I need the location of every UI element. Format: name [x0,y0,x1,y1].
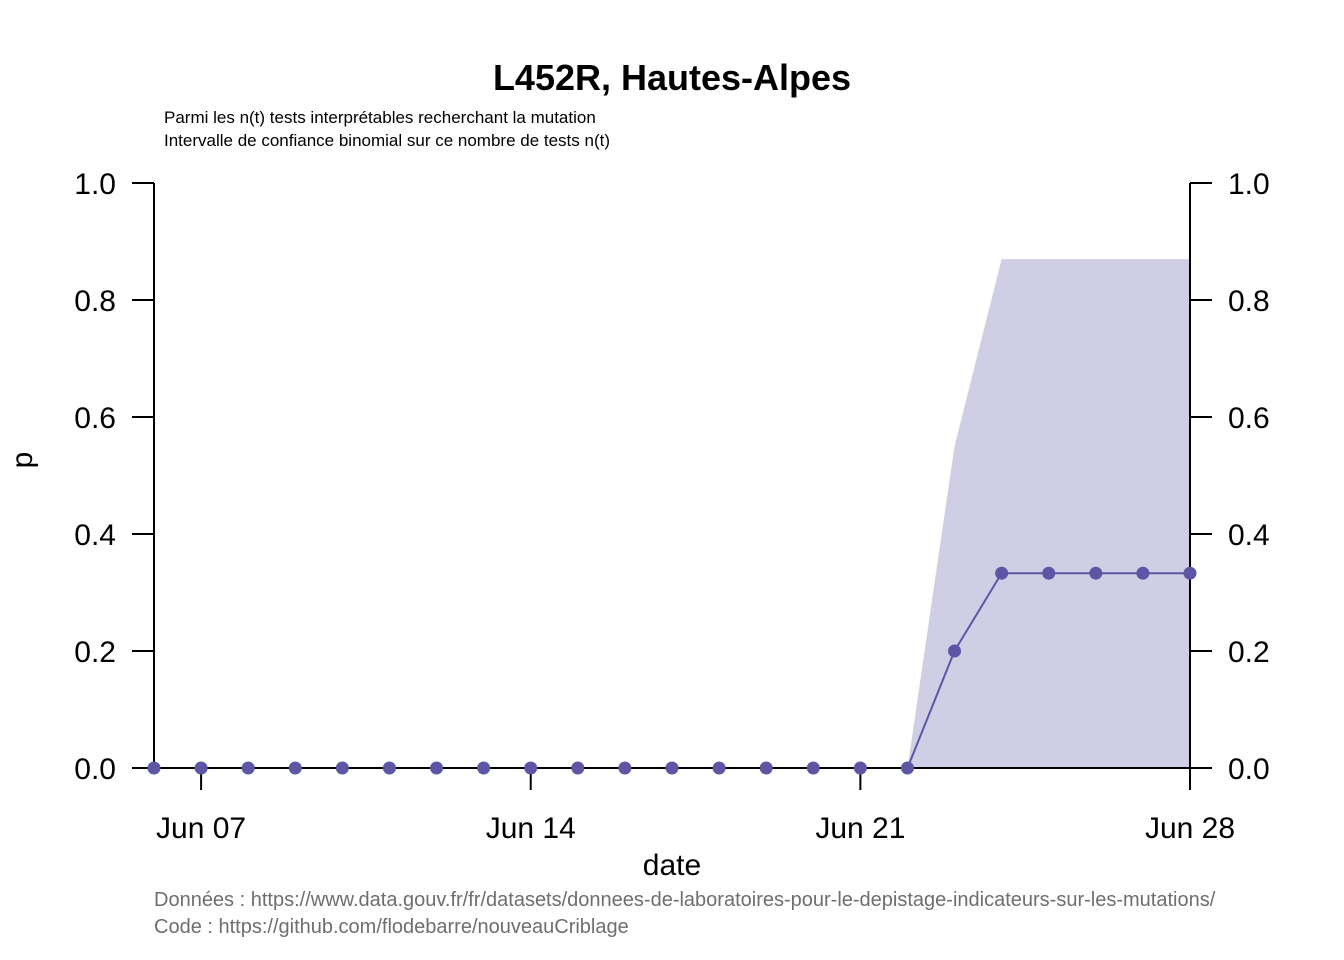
y-tick-label-left: 0.8 [74,285,116,318]
data-point [430,761,444,775]
data-point [288,761,302,775]
y-tick-label-right: 0.6 [1228,402,1270,435]
data-point [948,644,962,658]
y-tick-label-right: 0.2 [1228,636,1270,669]
data-point [147,761,161,775]
data-point [571,761,585,775]
x-tick-label: Jun 28 [1145,812,1235,845]
x-tick-label: Jun 07 [156,812,246,845]
chart-subtitle-line-2: Intervalle de confiance binomial sur ce … [164,131,610,150]
data-point [995,566,1009,580]
confidence-band [154,259,1190,768]
y-tick-label-left: 0.0 [74,753,116,786]
y-tick-label-right: 0.8 [1228,285,1270,318]
data-point [712,761,726,775]
x-tick-label: Jun 14 [486,812,576,845]
confidence-band-layer [154,259,1190,768]
data-point [194,761,208,775]
source-data-line: Données : https://www.data.gouv.fr/fr/da… [154,889,1216,911]
y-tick-label-right: 0.4 [1228,519,1270,552]
data-point [618,761,632,775]
data-point [1089,566,1103,580]
data-point [1042,566,1056,580]
data-point [241,761,255,775]
data-point [665,761,679,775]
data-point [853,761,867,775]
y-tick-label-left: 0.4 [74,519,116,552]
y-axis-label: p [6,452,39,469]
series-points-layer [147,566,1197,775]
chart-subtitle-line-1: Parmi les n(t) tests interprétables rech… [164,108,596,127]
x-tick-label: Jun 21 [815,812,905,845]
source-code-line: Code : https://github.com/flodebarre/nou… [154,916,629,938]
y-tick-label-left: 0.2 [74,636,116,669]
y-tick-label-right: 1.0 [1228,168,1270,201]
data-point [335,761,349,775]
x-axis-label: date [643,849,701,882]
data-point [806,761,820,775]
y-tick-label-left: 0.6 [74,402,116,435]
data-point [1183,566,1197,580]
chart-title: L452R, Hautes-Alpes [493,57,851,98]
data-point [382,761,396,775]
y-tick-label-left: 1.0 [74,168,116,201]
data-point [900,761,914,775]
axes-layer: 0.0 0.0 0.2 0.2 0.4 0.4 0.6 0.6 0.8 0.8 1.0 1.0 Jun … [74,168,1269,845]
y-tick-label-right: 0.0 [1228,753,1270,786]
data-point [477,761,491,775]
data-point [524,761,538,775]
data-point [759,761,773,775]
data-point [1136,566,1150,580]
